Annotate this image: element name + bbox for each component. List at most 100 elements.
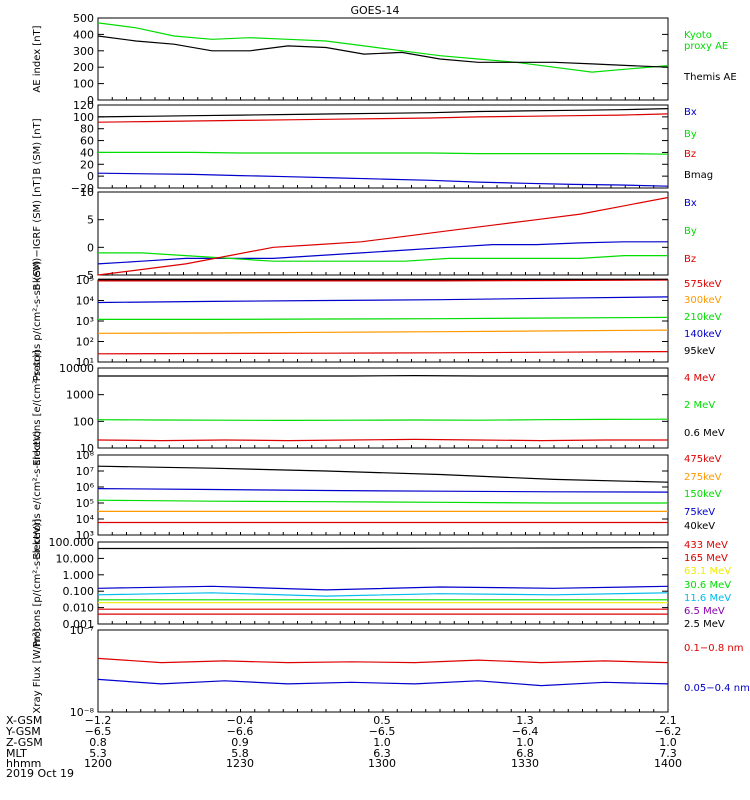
y-axis-label: Electrons [e/(cm²-s-sr)] [32, 350, 43, 466]
y-axis-label: AE index [nT] [32, 25, 43, 92]
footer-value: 1.0 [373, 736, 391, 749]
panel-prot2: 100.000 10.000 1.000 0.100 0.010 0.001 Protons… [32, 519, 731, 647]
legend-entry: 275keV [684, 472, 722, 483]
legend-entry: By [684, 129, 697, 140]
y-tick-label: 500 [73, 12, 94, 25]
legend-entry: Bx [684, 198, 697, 209]
footer-value: 6.8 [516, 747, 534, 760]
series-line-75keV [97, 488, 669, 493]
legend-entry: 95keV [684, 346, 715, 357]
legend-entry: Kyoto [684, 30, 712, 41]
y-tick-label: 120 [73, 99, 94, 112]
y-tick-label: 20 [80, 158, 94, 171]
y-tick-label: 5 [87, 214, 94, 227]
panel-frame [97, 104, 669, 189]
footer-row-label: MLT [6, 747, 27, 760]
y-axis-label: B (SM)−IGRF (SM) [nT] [32, 176, 43, 290]
y-tick-label: 0 [87, 241, 94, 254]
footer-value: 1.0 [516, 736, 534, 749]
footer-value: −6.2 [655, 725, 682, 738]
panel-elec1: 10000 1000 100 10 Electrons [e/(cm²-s-sr)] 4 … [32, 350, 725, 466]
series-line-40keV [97, 465, 669, 483]
y-tick-label: 10³ [76, 315, 94, 328]
legend-entry: 4 MeV [684, 373, 715, 384]
legend-entry: 210keV [684, 312, 722, 323]
footer-row-label: hhmm [6, 757, 41, 770]
footer-value: 7.3 [659, 747, 677, 760]
legend-entry: 150keV [684, 489, 722, 500]
y-tick-label: 10.000 [56, 552, 95, 565]
footer-value: −6.5 [85, 725, 112, 738]
footer-value: 0.8 [89, 736, 107, 749]
legend-entry: 63.1 MeV [684, 566, 731, 577]
y-tick-label: −20 [71, 182, 94, 195]
legend-entry: 6.5 MeV [684, 606, 725, 617]
series-line-300keV [97, 329, 669, 334]
footer-value: 1230 [226, 757, 254, 770]
y-tick-label: 100 [73, 78, 94, 91]
legend-entry: 40keV [684, 521, 715, 532]
y-tick-label: 10⁸ [76, 449, 95, 462]
series-line-Themis AE [97, 35, 669, 68]
panel-prot1: 10⁵ 10⁴ 10³ 10² 10¹ Protons p/(cm²-s-sr-keV) 5… [32, 261, 722, 382]
y-tick-label: 10² [76, 336, 94, 349]
series-line-Bx [97, 172, 669, 187]
y-tick-label: 400 [73, 28, 94, 41]
footer-value: 1200 [84, 757, 112, 770]
footer-value: 0.5 [373, 714, 391, 727]
series-line-0.1−0.8 nm [97, 657, 669, 664]
series-line-2.5 MeV [98, 547, 669, 550]
y-tick-label: 10000 [59, 362, 94, 375]
y-axis-label: Xray Flux [W/m²] [32, 628, 43, 713]
y-tick-label: 200 [73, 61, 94, 74]
footer-value: −0.4 [227, 714, 254, 727]
y-tick-label: 10⁻⁷ [70, 624, 94, 637]
legend-entry: 140keV [684, 329, 722, 340]
legend-entry: 2 MeV [684, 400, 715, 411]
y-tick-label: 10⁵ [76, 497, 94, 510]
y-tick-label: 1.000 [63, 569, 95, 582]
footer-value: −6.4 [512, 725, 539, 738]
series-line-95keV-red [97, 351, 669, 355]
legend-entry: Themis AE [683, 72, 737, 83]
footer-value: −6.6 [227, 725, 254, 738]
footer-row-label: Y-GSM [5, 725, 41, 738]
legend-entry: 0.1−0.8 nm [684, 643, 743, 654]
legend-entry: proxy AE [684, 41, 728, 52]
panel-frame [97, 629, 669, 713]
series-line-By [98, 151, 669, 155]
y-tick-label: 0 [87, 170, 94, 183]
y-axis-label: Electrons e/(cm²-s-sr-keV) [32, 430, 43, 559]
y-tick-label: 1000 [66, 389, 94, 402]
footer-value: 1330 [511, 757, 539, 770]
y-tick-label: 10⁻⁸ [70, 706, 95, 719]
panel-frame [97, 367, 669, 449]
footer-row-label: Z-GSM [6, 736, 43, 749]
y-tick-label: 10 [80, 442, 94, 455]
y-tick-label: 0.010 [63, 602, 95, 615]
y-tick-label: 10³ [76, 529, 94, 542]
y-axis-label: B (SM) [nT] [32, 118, 43, 174]
footer-value: 1.3 [516, 714, 534, 727]
footer-value: 1400 [654, 757, 682, 770]
series-line-0.05−0.4 nm [97, 678, 669, 687]
legend-entry: 11.6 MeV [684, 593, 731, 604]
y-tick-label: 300 [73, 45, 94, 58]
footer-value: −1.2 [85, 714, 112, 727]
panel-ae: 500 400 300 200 100 0 AE index [nT] Kyotoproxy … [32, 12, 737, 107]
y-axis-label: Protons [p/(cm²-s-sr-keV)] [32, 519, 43, 647]
legend-entry: 475keV [684, 454, 722, 465]
chart-title: GOES-14 [350, 4, 399, 17]
series-line-By [98, 252, 668, 262]
y-tick-label: 0.001 [63, 618, 95, 631]
legend-entry: Bz [684, 254, 696, 265]
series-line-210keV [98, 316, 669, 320]
y-tick-label: 100 [73, 111, 94, 124]
footer-value: 1300 [368, 757, 396, 770]
panel-frame [97, 191, 669, 276]
legend-entry: 575keV [684, 279, 722, 290]
series-line-140keV [97, 296, 669, 304]
legend-entry: 75keV [684, 507, 715, 518]
